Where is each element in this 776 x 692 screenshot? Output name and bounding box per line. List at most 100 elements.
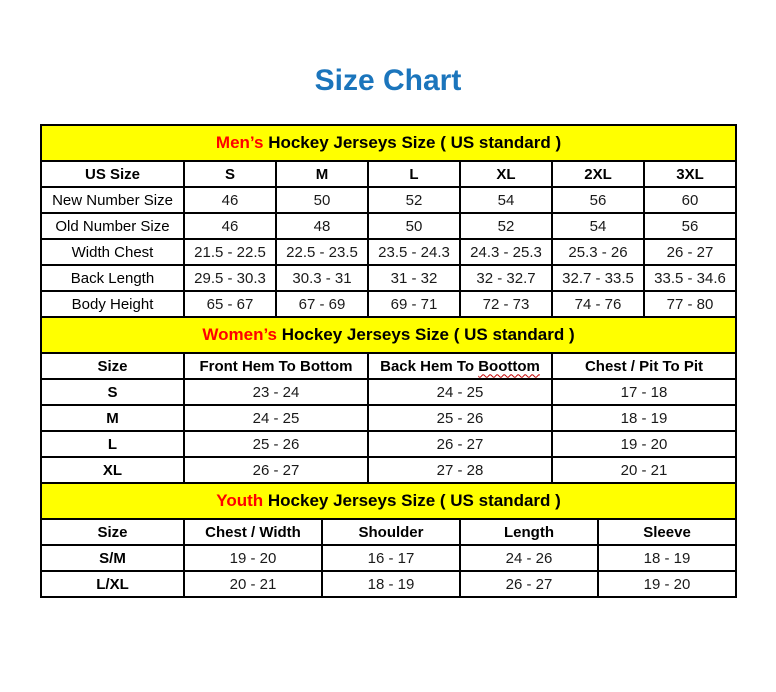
size-value: 18 - 19 [321,570,461,598]
size-value: 20 - 21 [550,456,738,484]
size-value: 25 - 26 [367,404,553,432]
size-value: 26 - 27 [459,570,599,598]
womens-section-header-row: Women’s Hockey Jerseys Size ( US standar… [39,316,738,354]
size-value: 24 - 26 [459,544,599,572]
row-label: S/M [40,544,185,572]
table-row: L 25 - 26 26 - 27 19 - 20 [40,430,738,458]
youth-size-table: Youth Hockey Jerseys Size ( US standard … [39,482,738,598]
size-value: 16 - 17 [321,544,461,572]
row-label: New Number Size [40,186,185,214]
youth-section-header: Youth Hockey Jerseys Size ( US standard … [39,482,738,520]
size-value: 19 - 20 [596,570,738,598]
row-label: M [40,404,185,432]
size-value: 23 - 24 [183,378,369,406]
mens-column-header-row: US Size S M L XL 2XL 3XL [40,160,738,188]
table-row: Back Length 29.5 - 30.3 30.3 - 31 31 - 3… [40,264,738,292]
mens-section-highlight: Men’s [215,133,264,152]
size-value: 23.5 - 24.3 [367,238,461,266]
womens-section-header: Women’s Hockey Jerseys Size ( US standar… [39,316,738,354]
size-value: 32 - 32.7 [459,264,553,292]
column-header: S [183,160,277,188]
size-value: 25 - 26 [183,430,369,458]
column-header: Shoulder [321,518,461,546]
row-label: Width Chest [40,238,185,266]
column-header: Front Hem To Bottom [183,352,369,380]
mens-section-title-rest: Hockey Jerseys Size ( US standard ) [263,133,562,152]
size-value: 24 - 25 [183,404,369,432]
table-row: Old Number Size 46 48 50 52 54 56 [40,212,738,240]
size-value: 52 [459,212,553,240]
size-value: 46 [183,186,277,214]
size-value: 77 - 80 [642,290,738,318]
size-value: 24 - 25 [367,378,553,406]
youth-column-header-row: Size Chest / Width Shoulder Length Sleev… [40,518,738,546]
youth-section-header-row: Youth Hockey Jerseys Size ( US standard … [39,482,738,520]
table-row: S 23 - 24 24 - 25 17 - 18 [40,378,738,406]
table-row: L/XL 20 - 21 18 - 19 26 - 27 19 - 20 [40,570,738,598]
mens-section-header: Men’s Hockey Jerseys Size ( US standard … [39,124,738,162]
size-value: 74 - 76 [551,290,645,318]
row-label: Back Length [40,264,185,292]
size-value: 54 [551,212,645,240]
misspelled-word: Boottom [478,357,540,375]
size-value: 50 [367,212,461,240]
column-header: 3XL [642,160,738,188]
size-value: 31 - 32 [367,264,461,292]
size-value: 19 - 20 [183,544,323,572]
column-header: Size [40,352,185,380]
size-value: 26 - 27 [642,238,738,266]
size-value: 60 [642,186,738,214]
size-value: 24.3 - 25.3 [459,238,553,266]
size-value: 27 - 28 [367,456,553,484]
column-header: L [367,160,461,188]
column-header-text: Back Hem To [380,357,479,375]
size-value: 26 - 27 [367,430,553,458]
size-value: 56 [642,212,738,240]
size-value: 69 - 71 [367,290,461,318]
column-header: M [275,160,369,188]
column-header: Sleeve [596,518,738,546]
size-value: 18 - 19 [550,404,738,432]
column-header: Size [40,518,185,546]
womens-section-highlight: Women’s [202,325,277,344]
size-value: 33.5 - 34.6 [642,264,738,292]
table-row: S/M 19 - 20 16 - 17 24 - 26 18 - 19 [40,544,738,572]
womens-column-header-row: Size Front Hem To Bottom Back Hem To Boo… [40,352,738,380]
column-header: Length [459,518,599,546]
size-value: 32.7 - 33.5 [551,264,645,292]
row-label: L [40,430,185,458]
size-value: 56 [551,186,645,214]
womens-section-title-rest: Hockey Jerseys Size ( US standard ) [277,325,575,344]
table-row: Body Height 65 - 67 67 - 69 69 - 71 72 -… [40,290,738,318]
size-value: 18 - 19 [596,544,738,572]
table-row: Width Chest 21.5 - 22.5 22.5 - 23.5 23.5… [40,238,738,266]
column-header: Back Hem To Boottom [367,352,553,380]
column-header: Chest / Width [183,518,323,546]
size-value: 26 - 27 [183,456,369,484]
size-value: 21.5 - 22.5 [183,238,277,266]
table-row: New Number Size 46 50 52 54 56 60 [40,186,738,214]
row-label: S [40,378,185,406]
row-label: Body Height [40,290,185,318]
womens-size-table: Women’s Hockey Jerseys Size ( US standar… [39,316,738,484]
size-value: 46 [183,212,277,240]
column-header: XL [459,160,553,188]
youth-section-highlight: Youth [216,491,264,510]
table-row: M 24 - 25 25 - 26 18 - 19 [40,404,738,432]
size-value: 19 - 20 [550,430,738,458]
column-header: Chest / Pit To Pit [550,352,738,380]
row-label: XL [40,456,185,484]
page-title: Size Chart [314,64,462,97]
size-chart: Men’s Hockey Jerseys Size ( US standard … [39,124,738,598]
size-value: 22.5 - 23.5 [275,238,369,266]
size-value: 25.3 - 26 [551,238,645,266]
size-value: 30.3 - 31 [275,264,369,292]
size-value: 67 - 69 [275,290,369,318]
size-value: 52 [367,186,461,214]
row-label: Old Number Size [40,212,185,240]
size-value: 48 [275,212,369,240]
size-value: 72 - 73 [459,290,553,318]
mens-size-table: Men’s Hockey Jerseys Size ( US standard … [39,124,738,318]
size-value: 20 - 21 [183,570,323,598]
